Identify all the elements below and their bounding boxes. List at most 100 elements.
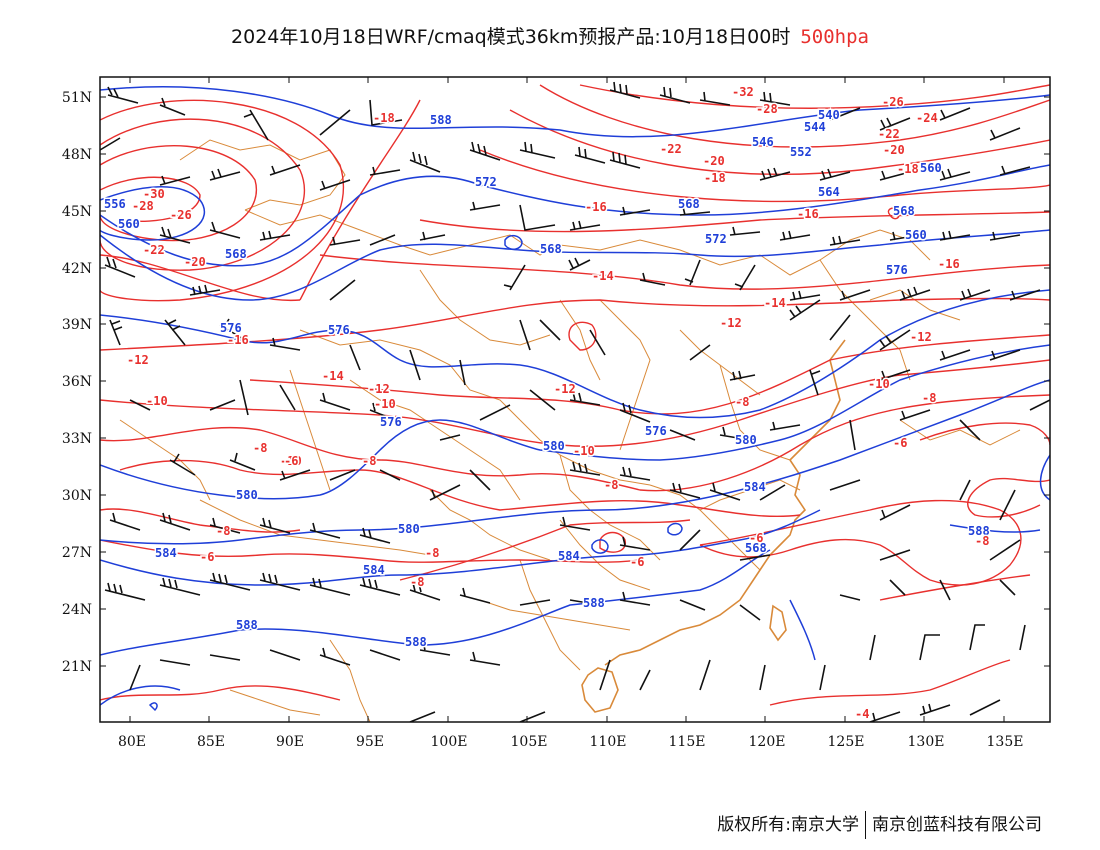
temperature-label: -18 [704, 171, 726, 185]
temperature-label: -12 [720, 316, 742, 330]
temperature-label: -8 [425, 546, 439, 560]
temperature-label: -8 [410, 575, 424, 589]
height-label: 580 [398, 522, 420, 536]
footer-credits: 版权所有:南京大学 南京创蓝科技有限公司 [717, 810, 1042, 839]
temperature-label: -24 [916, 111, 938, 125]
height-label: 568 [225, 247, 247, 261]
height-label: 560 [920, 161, 942, 175]
lat-label: 24N [62, 602, 92, 618]
temperature-label: -14 [592, 269, 614, 283]
temperature-label: -22 [143, 243, 165, 257]
lat-label: 27N [62, 545, 92, 561]
lon-label: 95E [356, 734, 384, 750]
temperature-isolines [100, 84, 1050, 706]
height-label: 568 [678, 197, 700, 211]
lat-label: 42N [62, 261, 92, 277]
temperature-label: -16 [797, 207, 819, 221]
temperature-label: -20 [883, 143, 905, 157]
temperature-label: -8 [604, 478, 618, 492]
height-label: 540 [818, 108, 840, 122]
height-label: 576 [328, 323, 350, 337]
height-label: 584 [155, 546, 177, 560]
temperature-label: -8 [975, 534, 989, 548]
lat-label: 45N [62, 204, 92, 220]
height-label: 576 [220, 321, 242, 335]
temperature-label: -10 [146, 394, 168, 408]
temperature-label: -30 [143, 187, 165, 201]
temperature-label: -22 [660, 142, 682, 156]
lon-label: 80E [118, 734, 146, 750]
height-label: 588 [236, 618, 258, 632]
lat-label: 33N [62, 431, 92, 447]
temperature-label: -14 [764, 296, 786, 310]
height-label: 572 [705, 232, 727, 246]
temperature-label: -6 [630, 555, 644, 569]
wind-barbs [100, 81, 1050, 722]
temperature-label: -4 [855, 707, 869, 721]
temperature-label: -28 [756, 102, 778, 116]
pressure-level: 500hpa [800, 26, 869, 48]
copyright-text: 版权所有:南京大学 [717, 815, 859, 835]
temperature-label: -16 [585, 200, 607, 214]
height-isolines [100, 86, 1050, 712]
temperature-label: -8 [922, 391, 936, 405]
lon-label: 85E [197, 734, 225, 750]
height-label: 584 [744, 480, 766, 494]
lon-label: 130E [908, 734, 945, 750]
temperature-label: -20 [184, 255, 206, 269]
coastline [581, 339, 846, 713]
lon-label: 110E [590, 734, 627, 750]
lat-label: 48N [62, 147, 92, 163]
temperature-label: -6 [749, 531, 763, 545]
height-label: 588 [583, 596, 605, 610]
longitude-labels: 80E 85E 90E 95E 100E 105E 110E 115E 120E… [118, 734, 1024, 750]
temperature-label: -6 [200, 550, 214, 564]
temperature-label: -10 [573, 444, 595, 458]
temperature-label: -18 [897, 162, 919, 176]
height-label: 580 [236, 488, 258, 502]
height-label: 564 [818, 185, 840, 199]
temperature-label: -14 [322, 369, 344, 383]
temperature-label: -28 [132, 199, 154, 213]
height-label: 576 [886, 263, 908, 277]
temperature-label: -26 [170, 208, 192, 222]
map-title: 2024年10月18日WRF/cmaq模式36km预报产品:10月18日00时 5… [0, 22, 1100, 49]
height-label: 588 [405, 635, 427, 649]
political-borders [119, 139, 1021, 722]
temperature-label: -8 [216, 524, 230, 538]
temperature-label: -22 [878, 127, 900, 141]
temperature-label: -12 [127, 353, 149, 367]
height-label: 572 [475, 175, 497, 189]
height-label: 588 [968, 524, 990, 538]
temperature-label: -12 [368, 382, 390, 396]
height-label: 576 [380, 415, 402, 429]
temperature-label: -6 [893, 436, 907, 450]
height-label: 580 [543, 439, 565, 453]
height-label: 544 [804, 120, 826, 134]
temperature-label: -6 [284, 454, 298, 468]
temperature-label: -16 [227, 333, 249, 347]
temperature-label: -12 [554, 382, 576, 396]
height-label: 560 [905, 228, 927, 242]
height-label: 584 [558, 549, 580, 563]
temperature-label: -8 [253, 441, 267, 455]
temperature-labels: -18 -22 -20 -18 -16 -16 -26 -22 -20 -18 … [126, 84, 991, 723]
temperature-label: -10 [280, 454, 302, 468]
height-label: 588 [430, 113, 452, 127]
height-label: 560 [118, 217, 140, 231]
height-label: 580 [735, 433, 757, 447]
temperature-label: -26 [882, 95, 904, 109]
height-label: 584 [363, 563, 385, 577]
temperature-label: -12 [910, 330, 932, 344]
lat-label: 21N [62, 659, 92, 675]
lon-label: 120E [749, 734, 786, 750]
lon-label: 135E [987, 734, 1024, 750]
lon-label: 125E [828, 734, 865, 750]
lon-label: 90E [276, 734, 304, 750]
temperature-label: -18 [373, 111, 395, 125]
temperature-label: -20 [703, 154, 725, 168]
height-labels: 588 572 568 568 552 546 540 544 564 560 … [103, 107, 992, 651]
temperature-label: -10 [374, 397, 396, 411]
axis-ticks [100, 77, 1050, 722]
